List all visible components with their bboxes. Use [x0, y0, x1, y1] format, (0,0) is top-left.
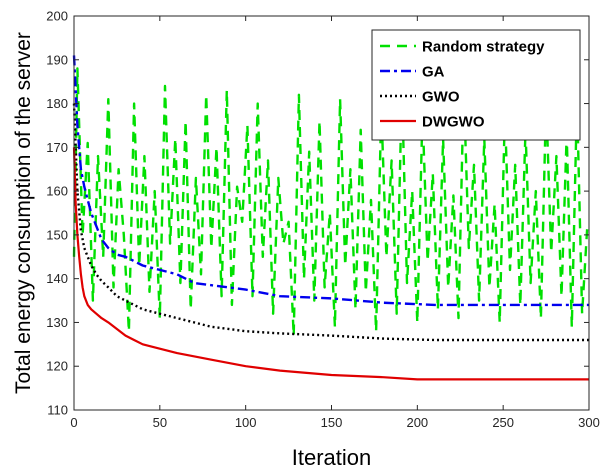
x-tick-label: 300	[578, 415, 600, 430]
y-tick-label: 140	[46, 271, 68, 286]
series-line-dwgwo	[72, 147, 589, 381]
y-tick-label: 200	[46, 9, 68, 24]
y-tick-label: 170	[46, 140, 68, 155]
x-tick-label: 200	[406, 415, 428, 430]
series-line-ga	[72, 55, 589, 307]
legend-box	[371, 29, 581, 141]
y-tick-label: 160	[46, 184, 68, 199]
y-tick-label: 150	[46, 227, 68, 242]
y-tick-label: 120	[46, 359, 68, 374]
legend: Random strategy GA GWO DWGWO	[371, 29, 581, 141]
x-tick-label: 150	[321, 415, 343, 430]
y-axis-title: Total energy consumption of the server	[12, 32, 35, 394]
legend-label: Random strategy	[422, 39, 545, 56]
x-axis-title: Iteration	[292, 445, 372, 470]
y-tick-label: 130	[46, 315, 68, 330]
legend-label: DWGWO	[422, 114, 485, 131]
x-tick-label: 0	[70, 415, 77, 430]
y-tick-label: 110	[47, 403, 68, 418]
legend-label: GWO	[422, 89, 460, 106]
series-line-gwo	[72, 103, 589, 342]
series-line-random-strategy	[72, 67, 589, 337]
x-tick-label: 100	[235, 415, 257, 430]
x-tick-label: 250	[492, 415, 514, 430]
legend-label: GA	[422, 64, 445, 81]
y-tick-label: 190	[46, 52, 68, 67]
x-tick-label: 50	[153, 415, 167, 430]
y-tick-label: 180	[46, 96, 68, 111]
